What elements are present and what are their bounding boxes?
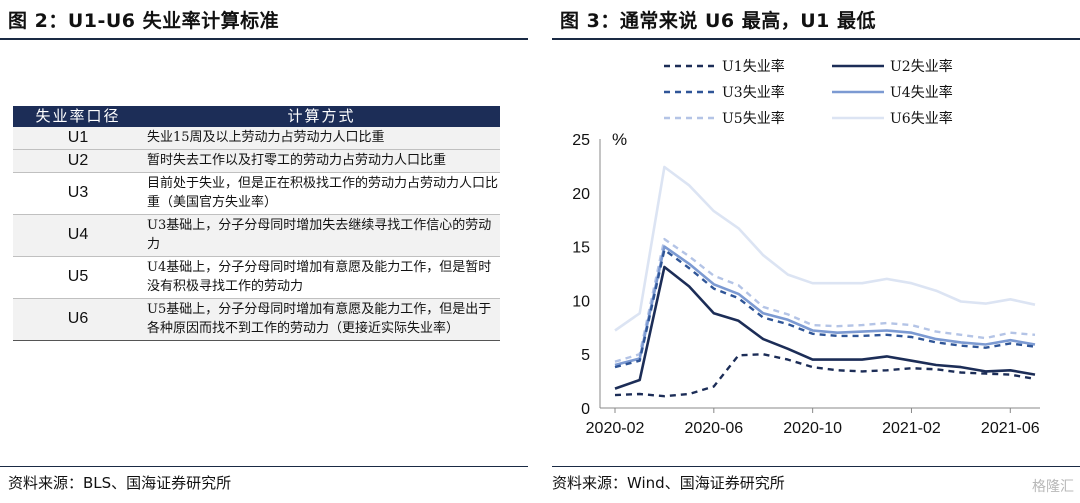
x-tick-label: 2021-02 (882, 420, 941, 437)
title-divider (0, 38, 528, 40)
y-tick-label: 20 (572, 186, 590, 203)
header-measure: 失业率口径 (13, 106, 143, 127)
header-method: 计算方式 (143, 106, 500, 127)
row-code: U6 (13, 298, 143, 341)
title-divider (552, 38, 1080, 40)
series-line-U6失业率 (614, 165, 1036, 332)
series-line-U2失业率 (614, 265, 1036, 390)
legend-label: U5失业率 (722, 110, 785, 127)
left-figure: 图 2：U1-U6 失业率计算标准 失业率口径 计算方式 U1 失业15周及以上… (0, 0, 528, 503)
y-tick-label: 5 (581, 347, 590, 364)
legend-label: U3失业率 (722, 84, 785, 101)
x-tick-label: 2020-02 (586, 420, 645, 437)
row-code: U3 (13, 172, 143, 215)
row-code: U5 (13, 256, 143, 299)
y-tick-label: 15 (572, 240, 590, 257)
row-code: U2 (13, 149, 143, 173)
source-divider (0, 466, 528, 467)
figure-3-title: 图 3：通常来说 U6 最高，U1 最低 (560, 10, 876, 32)
legend-label: U2失业率 (890, 58, 953, 75)
x-tick-label: 2020-06 (684, 420, 743, 437)
legend-label: U4失业率 (890, 84, 953, 101)
source-divider (552, 466, 1080, 467)
row-description: 失业15周及以上劳动力占劳动力人口比重 (143, 127, 500, 150)
series-line-U5失业率 (614, 237, 1036, 363)
table-row: U4 U3基础上，分子分母同时增加失去继续寻找工作信心的劳动力 (13, 214, 500, 257)
x-tick-label: 2020-10 (783, 420, 842, 437)
x-tick-label: 2021-06 (981, 420, 1040, 437)
figure-3-source: 资料来源：Wind、国海证券研究所 (552, 474, 785, 492)
series-line-U4失业率 (614, 245, 1036, 367)
y-tick-label: 10 (572, 293, 590, 310)
y-tick-label: 25 (572, 132, 590, 149)
table-row: U3 目前处于失业，但是正在积极找工作的劳动力占劳动力人口比重（美国官方失业率） (13, 172, 500, 215)
series-line-U3失业率 (614, 248, 1036, 369)
row-code: U1 (13, 127, 143, 150)
table-header-row: 失业率口径 计算方式 (13, 106, 500, 127)
table-row: U5 U4基础上，分子分母同时增加有意愿及能力工作，但是暂时没有积极寻找工作的劳… (13, 256, 500, 299)
row-description: U5基础上，分子分母同时增加有意愿及能力工作，但是出于各种原因而找不到工作的劳动… (143, 298, 500, 341)
row-description: U3基础上，分子分母同时增加失去继续寻找工作信心的劳动力 (143, 214, 500, 257)
row-description: U4基础上，分子分母同时增加有意愿及能力工作，但是暂时没有积极寻找工作的劳动力 (143, 256, 500, 299)
unemployment-definition-table: 失业率口径 计算方式 U1 失业15周及以上劳动力占劳动力人口比重 U2 暂时失… (13, 106, 500, 341)
table-row: U1 失业15周及以上劳动力占劳动力人口比重 (13, 127, 500, 150)
figure-2-title: 图 2：U1-U6 失业率计算标准 (8, 10, 280, 32)
table-row: U6 U5基础上，分子分母同时增加有意愿及能力工作，但是出于各种原因而找不到工作… (13, 298, 500, 341)
row-code: U4 (13, 214, 143, 257)
y-unit-label: % (612, 130, 627, 149)
watermark-logo: 格隆汇 (1032, 479, 1074, 495)
series-line-U1失业率 (614, 353, 1036, 398)
right-figure: 图 3：通常来说 U6 最高，U1 最低 0 5 10 15 20 25% 2020-02 2… (552, 0, 1080, 503)
table-row: U2 暂时失去工作以及打零工的劳动力占劳动力人口比重 (13, 149, 500, 173)
row-description: 目前处于失业，但是正在积极找工作的劳动力占劳动力人口比重（美国官方失业率） (143, 172, 500, 215)
legend-label: U6失业率 (890, 110, 953, 127)
row-description: 暂时失去工作以及打零工的劳动力占劳动力人口比重 (143, 149, 500, 173)
legend-label: U1失业率 (722, 58, 785, 75)
figure-2-source: 资料来源：BLS、国海证券研究所 (8, 474, 232, 492)
unemployment-line-chart: 0 5 10 15 20 25 % 2020-02 2020-06 2020-10 2021-02 2… (572, 58, 1040, 437)
y-tick-label: 0 (581, 401, 590, 418)
